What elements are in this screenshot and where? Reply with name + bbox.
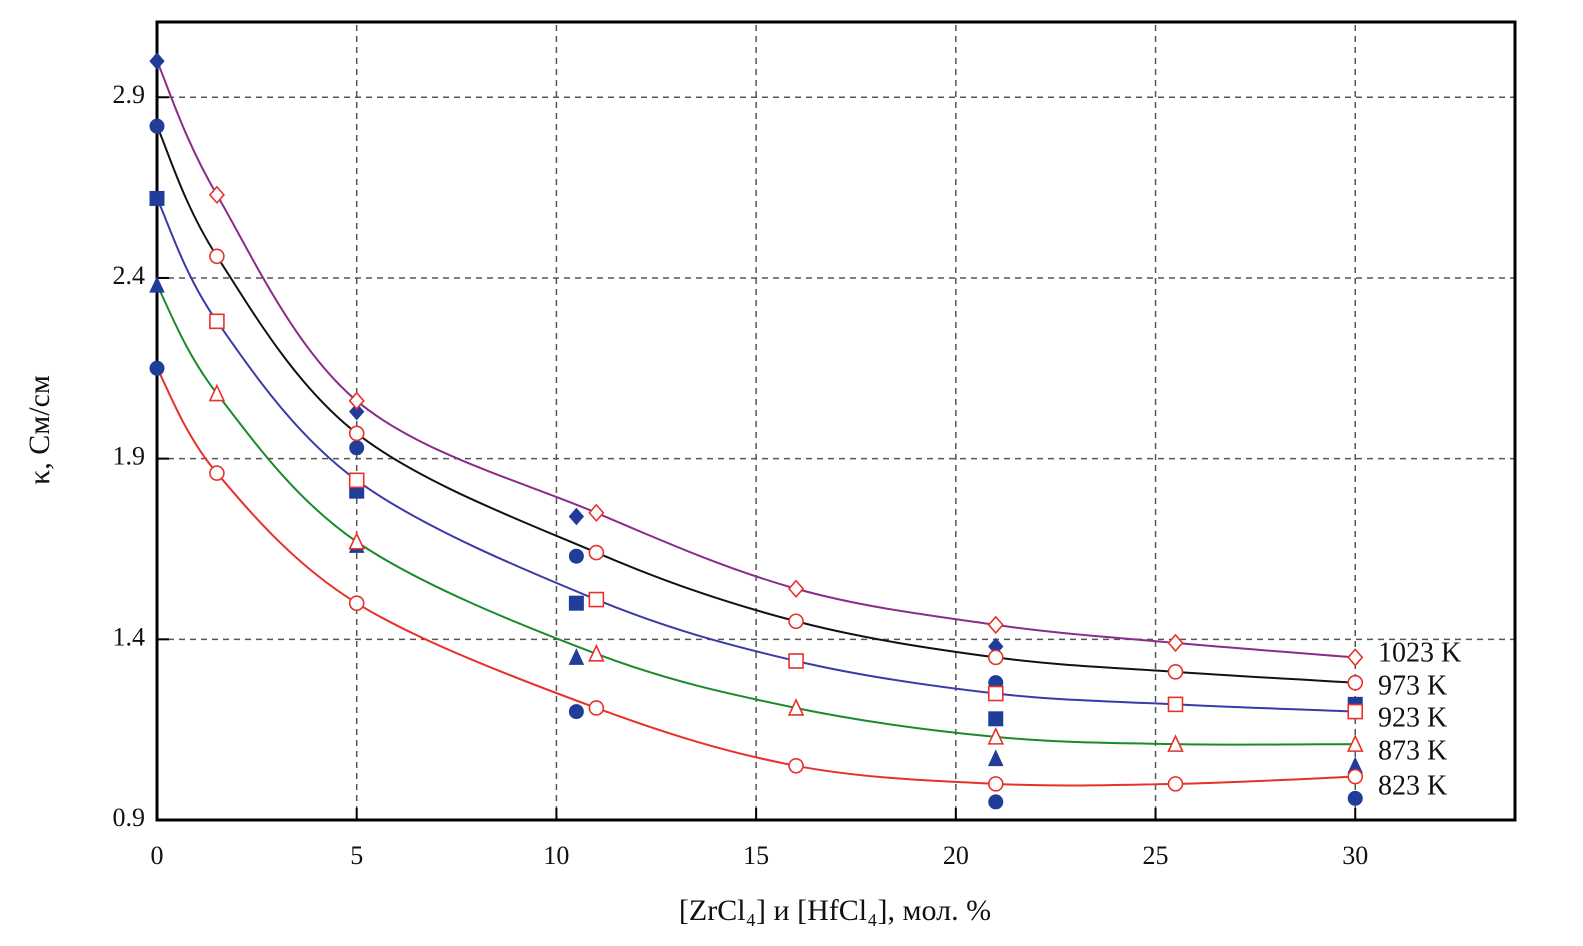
measured-point bbox=[149, 360, 165, 376]
measured-point bbox=[149, 52, 165, 70]
measured-point bbox=[349, 402, 365, 421]
data-point bbox=[348, 595, 365, 611]
series-curve bbox=[156, 367, 1356, 787]
plot-frame bbox=[155, 20, 1517, 822]
data-point bbox=[209, 248, 225, 265]
measured-point bbox=[568, 704, 584, 720]
data-point bbox=[787, 579, 805, 598]
data-point bbox=[987, 615, 1004, 635]
data-point bbox=[588, 544, 605, 561]
data-point bbox=[1167, 734, 1184, 752]
measured-point bbox=[568, 648, 585, 665]
data-point bbox=[588, 700, 605, 716]
x-tick-label: 5 bbox=[350, 841, 363, 870]
series-curve bbox=[156, 60, 1356, 659]
y-tick-label: 1.4 bbox=[113, 622, 146, 651]
x-tick-label: 25 bbox=[1143, 841, 1169, 870]
legend-label: 973 K bbox=[1378, 670, 1447, 701]
data-point bbox=[1346, 734, 1364, 752]
data-point bbox=[208, 185, 225, 205]
data-point bbox=[1347, 768, 1364, 785]
y-axis-label: κ, См/см bbox=[23, 375, 56, 485]
data-point bbox=[348, 391, 365, 411]
data-point bbox=[208, 383, 226, 402]
measured-point bbox=[568, 595, 584, 611]
measured-point bbox=[568, 507, 585, 526]
measured-point bbox=[149, 275, 165, 293]
data-point bbox=[1167, 776, 1184, 792]
series-curve bbox=[156, 198, 1356, 713]
data-point bbox=[1347, 648, 1364, 667]
data-point bbox=[1347, 674, 1364, 691]
legend-label: 923 K bbox=[1378, 702, 1447, 733]
data-point bbox=[987, 726, 1005, 745]
data-point bbox=[1167, 696, 1184, 713]
x-axis-label: [ZrCl₄] и [HfCl₄], мол. % bbox=[679, 894, 991, 927]
x-tick-label: 15 bbox=[743, 841, 769, 870]
measured-point bbox=[988, 794, 1004, 810]
x-tick-label: 10 bbox=[543, 841, 569, 870]
legend-label: 823 K bbox=[1378, 770, 1447, 801]
data-point bbox=[209, 313, 225, 330]
data-point bbox=[588, 643, 605, 662]
measured-point bbox=[988, 711, 1004, 727]
measured-point bbox=[349, 440, 365, 456]
data-point bbox=[1167, 664, 1184, 680]
data-point bbox=[348, 531, 365, 550]
data-point bbox=[1347, 703, 1364, 720]
x-tick-label: 0 bbox=[151, 841, 164, 870]
legend-label: 873 K bbox=[1378, 735, 1447, 766]
data-point bbox=[788, 653, 804, 669]
data-point bbox=[987, 649, 1004, 666]
data-point bbox=[788, 613, 804, 630]
legend-label: 1023 K bbox=[1378, 637, 1461, 668]
data-point bbox=[588, 503, 605, 523]
y-tick-label: 0.9 bbox=[113, 803, 146, 832]
measured-point bbox=[149, 118, 165, 134]
y-tick-label: 1.9 bbox=[113, 442, 146, 471]
data-point bbox=[987, 776, 1004, 792]
data-point bbox=[787, 698, 805, 716]
data-point bbox=[987, 685, 1004, 702]
measured-point bbox=[1347, 790, 1363, 806]
x-tick-label: 30 bbox=[1342, 841, 1368, 870]
x-tick-label: 20 bbox=[943, 841, 969, 870]
y-tick-label: 2.4 bbox=[113, 261, 146, 290]
y-tick-label: 2.9 bbox=[113, 80, 146, 109]
data-point bbox=[348, 425, 365, 442]
series-curve bbox=[156, 125, 1356, 684]
data-point bbox=[1167, 633, 1184, 653]
measured-point bbox=[568, 548, 584, 564]
data-point bbox=[588, 591, 605, 608]
measured-point bbox=[987, 749, 1004, 767]
series-curve bbox=[156, 284, 1356, 746]
data-point bbox=[788, 757, 804, 774]
measured-point bbox=[149, 190, 165, 206]
data-point bbox=[348, 472, 365, 489]
data-point bbox=[209, 465, 225, 481]
